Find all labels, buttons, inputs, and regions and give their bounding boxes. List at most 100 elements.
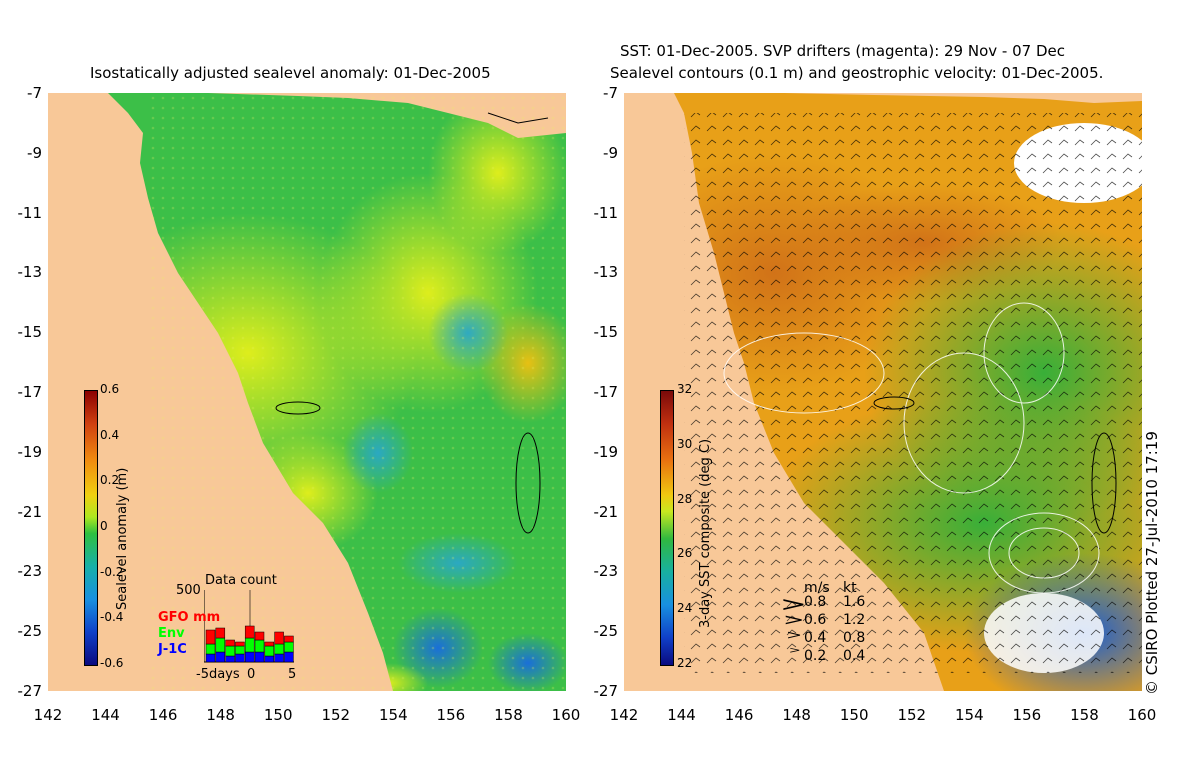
- sst-colorbar: [660, 390, 674, 666]
- sealevel-colorbar: [84, 390, 98, 666]
- y-tick-label: -7: [27, 84, 42, 102]
- data-count-x-label: -5days: [196, 667, 240, 682]
- y-tick-label: -21: [17, 502, 43, 521]
- data-count-max: 500: [176, 583, 201, 598]
- x-tick-label: 144: [667, 706, 696, 724]
- x-tick-label: 158: [1070, 706, 1099, 724]
- velocity-arrow-icon: >: [779, 592, 807, 616]
- y-tick-label: -7: [603, 84, 618, 102]
- data-count-x-label: 0: [247, 667, 256, 682]
- y-tick-label: -19: [593, 442, 619, 461]
- y-tick-label: -15: [593, 323, 619, 342]
- x-tick-label: 142: [609, 706, 639, 724]
- y-tick-label: -13: [17, 263, 43, 282]
- histogram-bar: [225, 645, 235, 657]
- histogram-bar: [254, 631, 265, 641]
- colorbar-tick-label: -0.2: [100, 564, 124, 579]
- y-tick-label: -9: [603, 143, 618, 162]
- histogram-bar: [264, 645, 275, 657]
- y-tick-label: -19: [17, 442, 43, 461]
- y-tick-label: -11: [17, 203, 43, 222]
- velocity-kt-value: 0.8: [843, 630, 866, 646]
- y-tick-label: -17: [17, 383, 43, 401]
- y-tick-label: -11: [593, 203, 619, 222]
- velocity-kt-value: 0.4: [843, 648, 866, 664]
- histogram-bar: [244, 637, 255, 653]
- velocity-ms-value: 0.6: [804, 612, 827, 628]
- x-tick-label: 150: [263, 706, 293, 724]
- data-count-legend-item: GFO mm: [158, 610, 221, 625]
- sst-composite-map: [624, 93, 1142, 691]
- y-tick-label: -13: [593, 263, 619, 282]
- velocity-ms-value: 0.8: [804, 594, 827, 610]
- colorbar-tick-label: 26: [677, 546, 693, 561]
- y-tick-label: -27: [17, 682, 43, 700]
- velocity-ms-value: 0.4: [804, 630, 827, 646]
- y-tick-label: -23: [17, 562, 43, 581]
- x-tick-label: 154: [955, 706, 984, 724]
- left-map-title: Isostatically adjusted sealevel anomaly:…: [90, 64, 491, 82]
- colorbar-tick-label: 0.6: [100, 382, 120, 396]
- x-tick-label: 144: [91, 706, 120, 724]
- velocity-arrow-icon: >: [782, 610, 805, 629]
- velocity-kt-value: 1.2: [843, 612, 866, 628]
- velocity-kt-value: 1.6: [843, 594, 866, 610]
- histogram-bar: [254, 639, 265, 653]
- colorbar-tick-label: 0.4: [100, 427, 120, 442]
- velocity-header-kt: kt: [843, 580, 857, 596]
- x-tick-label: 152: [321, 706, 351, 724]
- y-tick-label: -25: [593, 622, 619, 641]
- colorbar-tick-label: 22: [677, 656, 693, 670]
- colorbar-tick-label: 0: [100, 519, 108, 533]
- x-tick-label: 142: [33, 706, 63, 724]
- x-tick-label: 148: [206, 706, 235, 724]
- histogram-bar: [244, 625, 255, 639]
- right-map-title-line2: Sealevel contours (0.1 m) and geostrophi…: [610, 64, 1104, 82]
- y-tick-label: -15: [17, 323, 43, 342]
- histogram-bar: [215, 627, 226, 639]
- y-tick-label: -9: [27, 143, 42, 162]
- histogram-bar: [205, 653, 216, 663]
- colorbar-tick-label: 24: [677, 601, 693, 616]
- histogram-bar: [225, 655, 235, 663]
- colorbar-tick-label: -0.4: [100, 610, 124, 625]
- y-tick-label: -27: [593, 682, 619, 700]
- y-tick-label: -21: [593, 502, 619, 521]
- histogram-bar: [225, 639, 235, 647]
- csiro-credit: © CSIRO Plotted 27-Jul-2010 17:19: [1143, 431, 1161, 695]
- y-tick-label: -17: [593, 383, 619, 401]
- sealevel-colorbar-label: Sealevel anomaly (m): [115, 467, 130, 610]
- sst-colorbar-label: 3-day SST composite (deg C): [698, 438, 713, 628]
- data-count-title: Data count: [205, 573, 277, 588]
- histogram-bar: [264, 641, 275, 647]
- x-tick-label: 160: [1127, 706, 1157, 724]
- x-tick-label: 154: [379, 706, 408, 724]
- colorbar-tick-label: 32: [677, 382, 693, 396]
- velocity-arrow-icon: >: [788, 646, 801, 656]
- histogram-bar: [235, 641, 245, 647]
- x-tick-label: 146: [724, 706, 754, 724]
- x-tick-label: 158: [494, 706, 523, 724]
- histogram-bar: [284, 635, 294, 643]
- x-tick-label: 156: [436, 706, 466, 724]
- histogram-bar: [254, 651, 265, 663]
- colorbar-tick-label: -0.6: [100, 656, 124, 670]
- x-tick-label: 160: [551, 706, 581, 724]
- velocity-arrow-icon: >: [785, 628, 803, 642]
- histogram-bar: [274, 643, 284, 655]
- x-tick-label: 152: [897, 706, 927, 724]
- y-tick-label: -25: [17, 622, 43, 641]
- data-count-legend-item: J-1C: [158, 642, 187, 657]
- x-tick-label: 146: [148, 706, 178, 724]
- colorbar-tick-label: 30: [677, 436, 693, 451]
- histogram-bar: [215, 637, 226, 653]
- histogram-bar: [264, 655, 275, 663]
- histogram-bar: [284, 641, 294, 653]
- x-tick-label: 156: [1012, 706, 1042, 724]
- velocity-ms-value: 0.2: [804, 648, 827, 664]
- histogram-bar: [205, 629, 216, 645]
- data-count-x-label: 5: [288, 667, 297, 682]
- data-count-histogram: [204, 590, 294, 663]
- y-tick-label: -23: [593, 562, 619, 581]
- histogram-bar: [284, 651, 294, 663]
